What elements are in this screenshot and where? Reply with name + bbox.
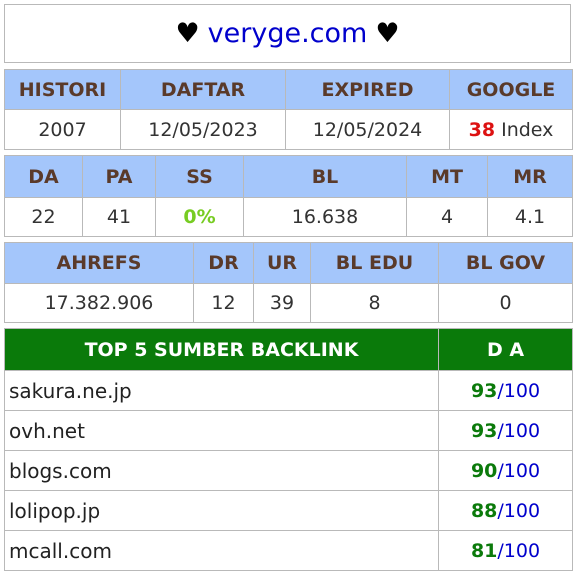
- table-row: sakura.ne.jp 93/100: [4, 370, 573, 411]
- da-value: 22: [4, 197, 83, 237]
- header-da: DA: [4, 155, 83, 198]
- header-dr: DR: [193, 242, 254, 284]
- header-pa: PA: [82, 155, 156, 198]
- header-ss: SS: [155, 155, 244, 198]
- table-row: mcall.com 81/100: [4, 530, 573, 571]
- bl-edu-value: 8: [310, 283, 439, 323]
- ss-value: 0%: [155, 197, 244, 237]
- mr-value: 4.1: [487, 197, 573, 237]
- top-backlinks-table: TOP 5 SUMBER BACKLINK D A sakura.ne.jp 9…: [4, 328, 573, 571]
- header-bl: BL: [243, 155, 407, 198]
- backlink-score: 88/100: [438, 490, 573, 531]
- header-bl-gov: BL GOV: [438, 242, 573, 284]
- header-google: GOOGLE: [449, 69, 573, 110]
- backlink-site[interactable]: mcall.com: [4, 530, 439, 571]
- metrics-table: DA PA SS BL MT MR 22 41 0% 16.638 4 4.1: [4, 155, 573, 237]
- domain-name[interactable]: veryge.com: [207, 18, 368, 49]
- bl-value: 16.638: [243, 197, 407, 237]
- table-row: blogs.com 90/100: [4, 450, 573, 491]
- table-row: lolipop.jp 88/100: [4, 490, 573, 531]
- backlink-site[interactable]: ovh.net: [4, 410, 439, 451]
- expired-value: 12/05/2024: [285, 109, 450, 150]
- google-index-count: 38: [468, 118, 496, 141]
- header-ahrefs: AHREFS: [4, 242, 194, 284]
- header-daftar: DAFTAR: [120, 69, 286, 110]
- daftar-value: 12/05/2023: [120, 109, 286, 150]
- backlink-site[interactable]: lolipop.jp: [4, 490, 439, 531]
- heart-icon: ♥: [175, 18, 200, 49]
- backlink-site[interactable]: blogs.com: [4, 450, 439, 491]
- ahrefs-table: AHREFS DR UR BL EDU BL GOV 17.382.906 12…: [4, 242, 573, 323]
- top-backlinks-title: TOP 5 SUMBER BACKLINK: [4, 328, 439, 371]
- history-table: HISTORI DAFTAR EXPIRED GOOGLE 2007 12/05…: [4, 69, 573, 150]
- heart-icon: ♥: [375, 18, 400, 49]
- da-column-header: D A: [438, 328, 573, 371]
- header-expired: EXPIRED: [285, 69, 450, 110]
- ahrefs-value: 17.382.906: [4, 283, 194, 323]
- backlink-score: 90/100: [438, 450, 573, 491]
- ur-value: 39: [253, 283, 311, 323]
- backlink-score: 93/100: [438, 410, 573, 451]
- table-row: ovh.net 93/100: [4, 410, 573, 451]
- header-histori: HISTORI: [4, 69, 121, 110]
- bl-gov-value: 0: [438, 283, 573, 323]
- google-index-suffix: Index: [501, 118, 554, 141]
- domain-title-box: ♥ veryge.com ♥: [4, 4, 571, 63]
- histori-value: 2007: [4, 109, 121, 150]
- backlink-score: 93/100: [438, 370, 573, 411]
- mt-value: 4: [406, 197, 488, 237]
- header-mt: MT: [406, 155, 488, 198]
- header-bl-edu: BL EDU: [310, 242, 439, 284]
- google-index-value: 38 Index: [449, 109, 573, 150]
- dr-value: 12: [193, 283, 254, 323]
- header-mr: MR: [487, 155, 573, 198]
- header-ur: UR: [253, 242, 311, 284]
- backlink-score: 81/100: [438, 530, 573, 571]
- pa-value: 41: [82, 197, 156, 237]
- backlink-site[interactable]: sakura.ne.jp: [4, 370, 439, 411]
